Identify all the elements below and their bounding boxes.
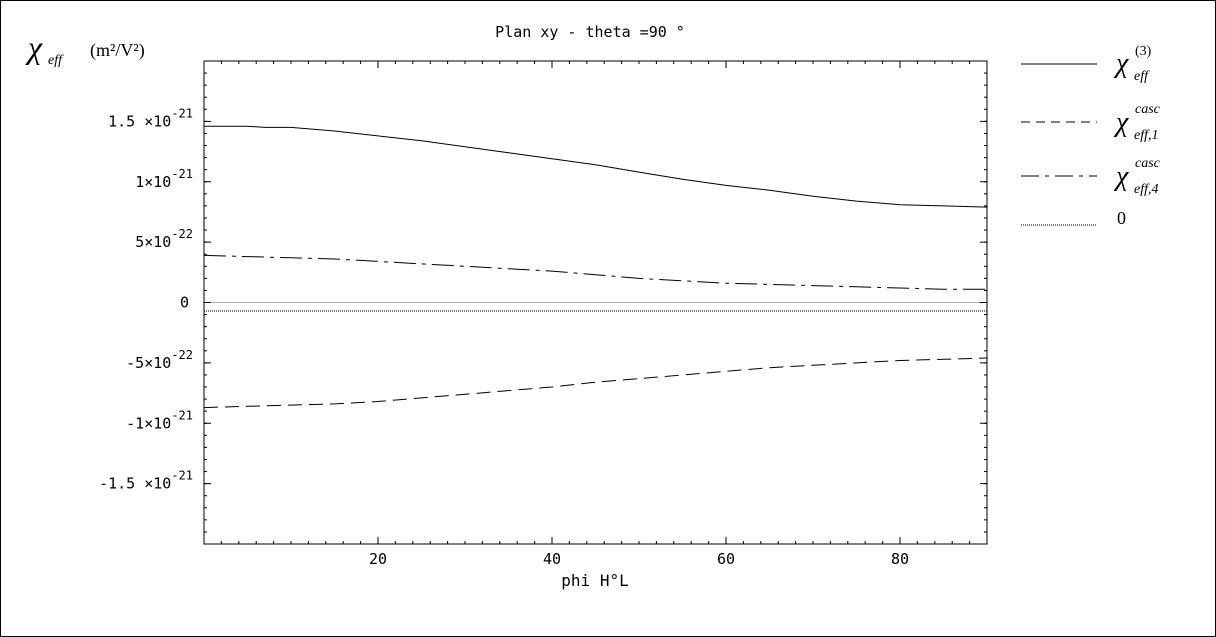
y-axis-label-unit: (m²/V²): [90, 40, 145, 61]
legend-entry-casc1: χ casc eff,1: [1021, 102, 1161, 143]
legend-entry-zero: 0: [1021, 208, 1126, 228]
legend-entry-casc4: χ casc eff,4: [1021, 156, 1161, 197]
legend-sub-chi3: eff: [1134, 69, 1150, 84]
y-tick-label: 1.5 ×10-21: [108, 106, 193, 130]
x-tick-labels: 20 40 60 80: [369, 550, 909, 568]
series-group: [203, 125, 988, 409]
y-tick-label: 1×10-21: [135, 167, 193, 191]
x-tick-label: 80: [891, 550, 909, 568]
legend-symbol-casc4: χ: [1113, 161, 1129, 192]
y-tick-label: 0: [180, 294, 189, 312]
legend-sup-casc1: casc: [1135, 102, 1161, 117]
y-tick-labels: 1.5 ×10-21 1×10-21 5×10-22 0 -5×10-22 -1×10-2…: [99, 106, 193, 492]
x-tick-label: 40: [543, 550, 561, 568]
legend-sub-casc1: eff,1: [1134, 128, 1159, 143]
y-axis-label-sub: eff: [48, 53, 64, 68]
series-line-casc4: [203, 254, 987, 290]
x-tick-label: 60: [717, 550, 735, 568]
chart-title: Plan xy - theta =90 °: [495, 23, 685, 41]
legend-sub-casc4: eff,4: [1134, 182, 1159, 197]
series-line-casc1: [203, 357, 988, 409]
legend-sup-casc4: casc: [1135, 156, 1161, 171]
x-axis-label: phi H°L: [561, 571, 628, 590]
series-line-chi3: [204, 125, 988, 208]
y-tick-label: -1×10-21: [126, 408, 193, 432]
axis-ticks: [204, 61, 987, 544]
legend-symbol-casc1: χ: [1113, 107, 1129, 138]
legend-label-zero: 0: [1117, 208, 1126, 228]
legend-entry-chi3: χ (3) eff: [1021, 44, 1152, 84]
y-tick-label: -1.5 ×10-21: [99, 469, 193, 493]
legend: χ (3) eff χ casc eff,1 χ casc eff,4 0: [1021, 44, 1161, 228]
y-tick-label: -5×10-22: [126, 348, 193, 372]
x-tick-label: 20: [369, 550, 387, 568]
y-tick-label: 5×10-22: [135, 227, 193, 251]
legend-sup-chi3: (3): [1135, 44, 1152, 59]
legend-symbol-chi3: χ: [1113, 48, 1129, 79]
y-axis-label-symbol: χ: [25, 29, 43, 65]
